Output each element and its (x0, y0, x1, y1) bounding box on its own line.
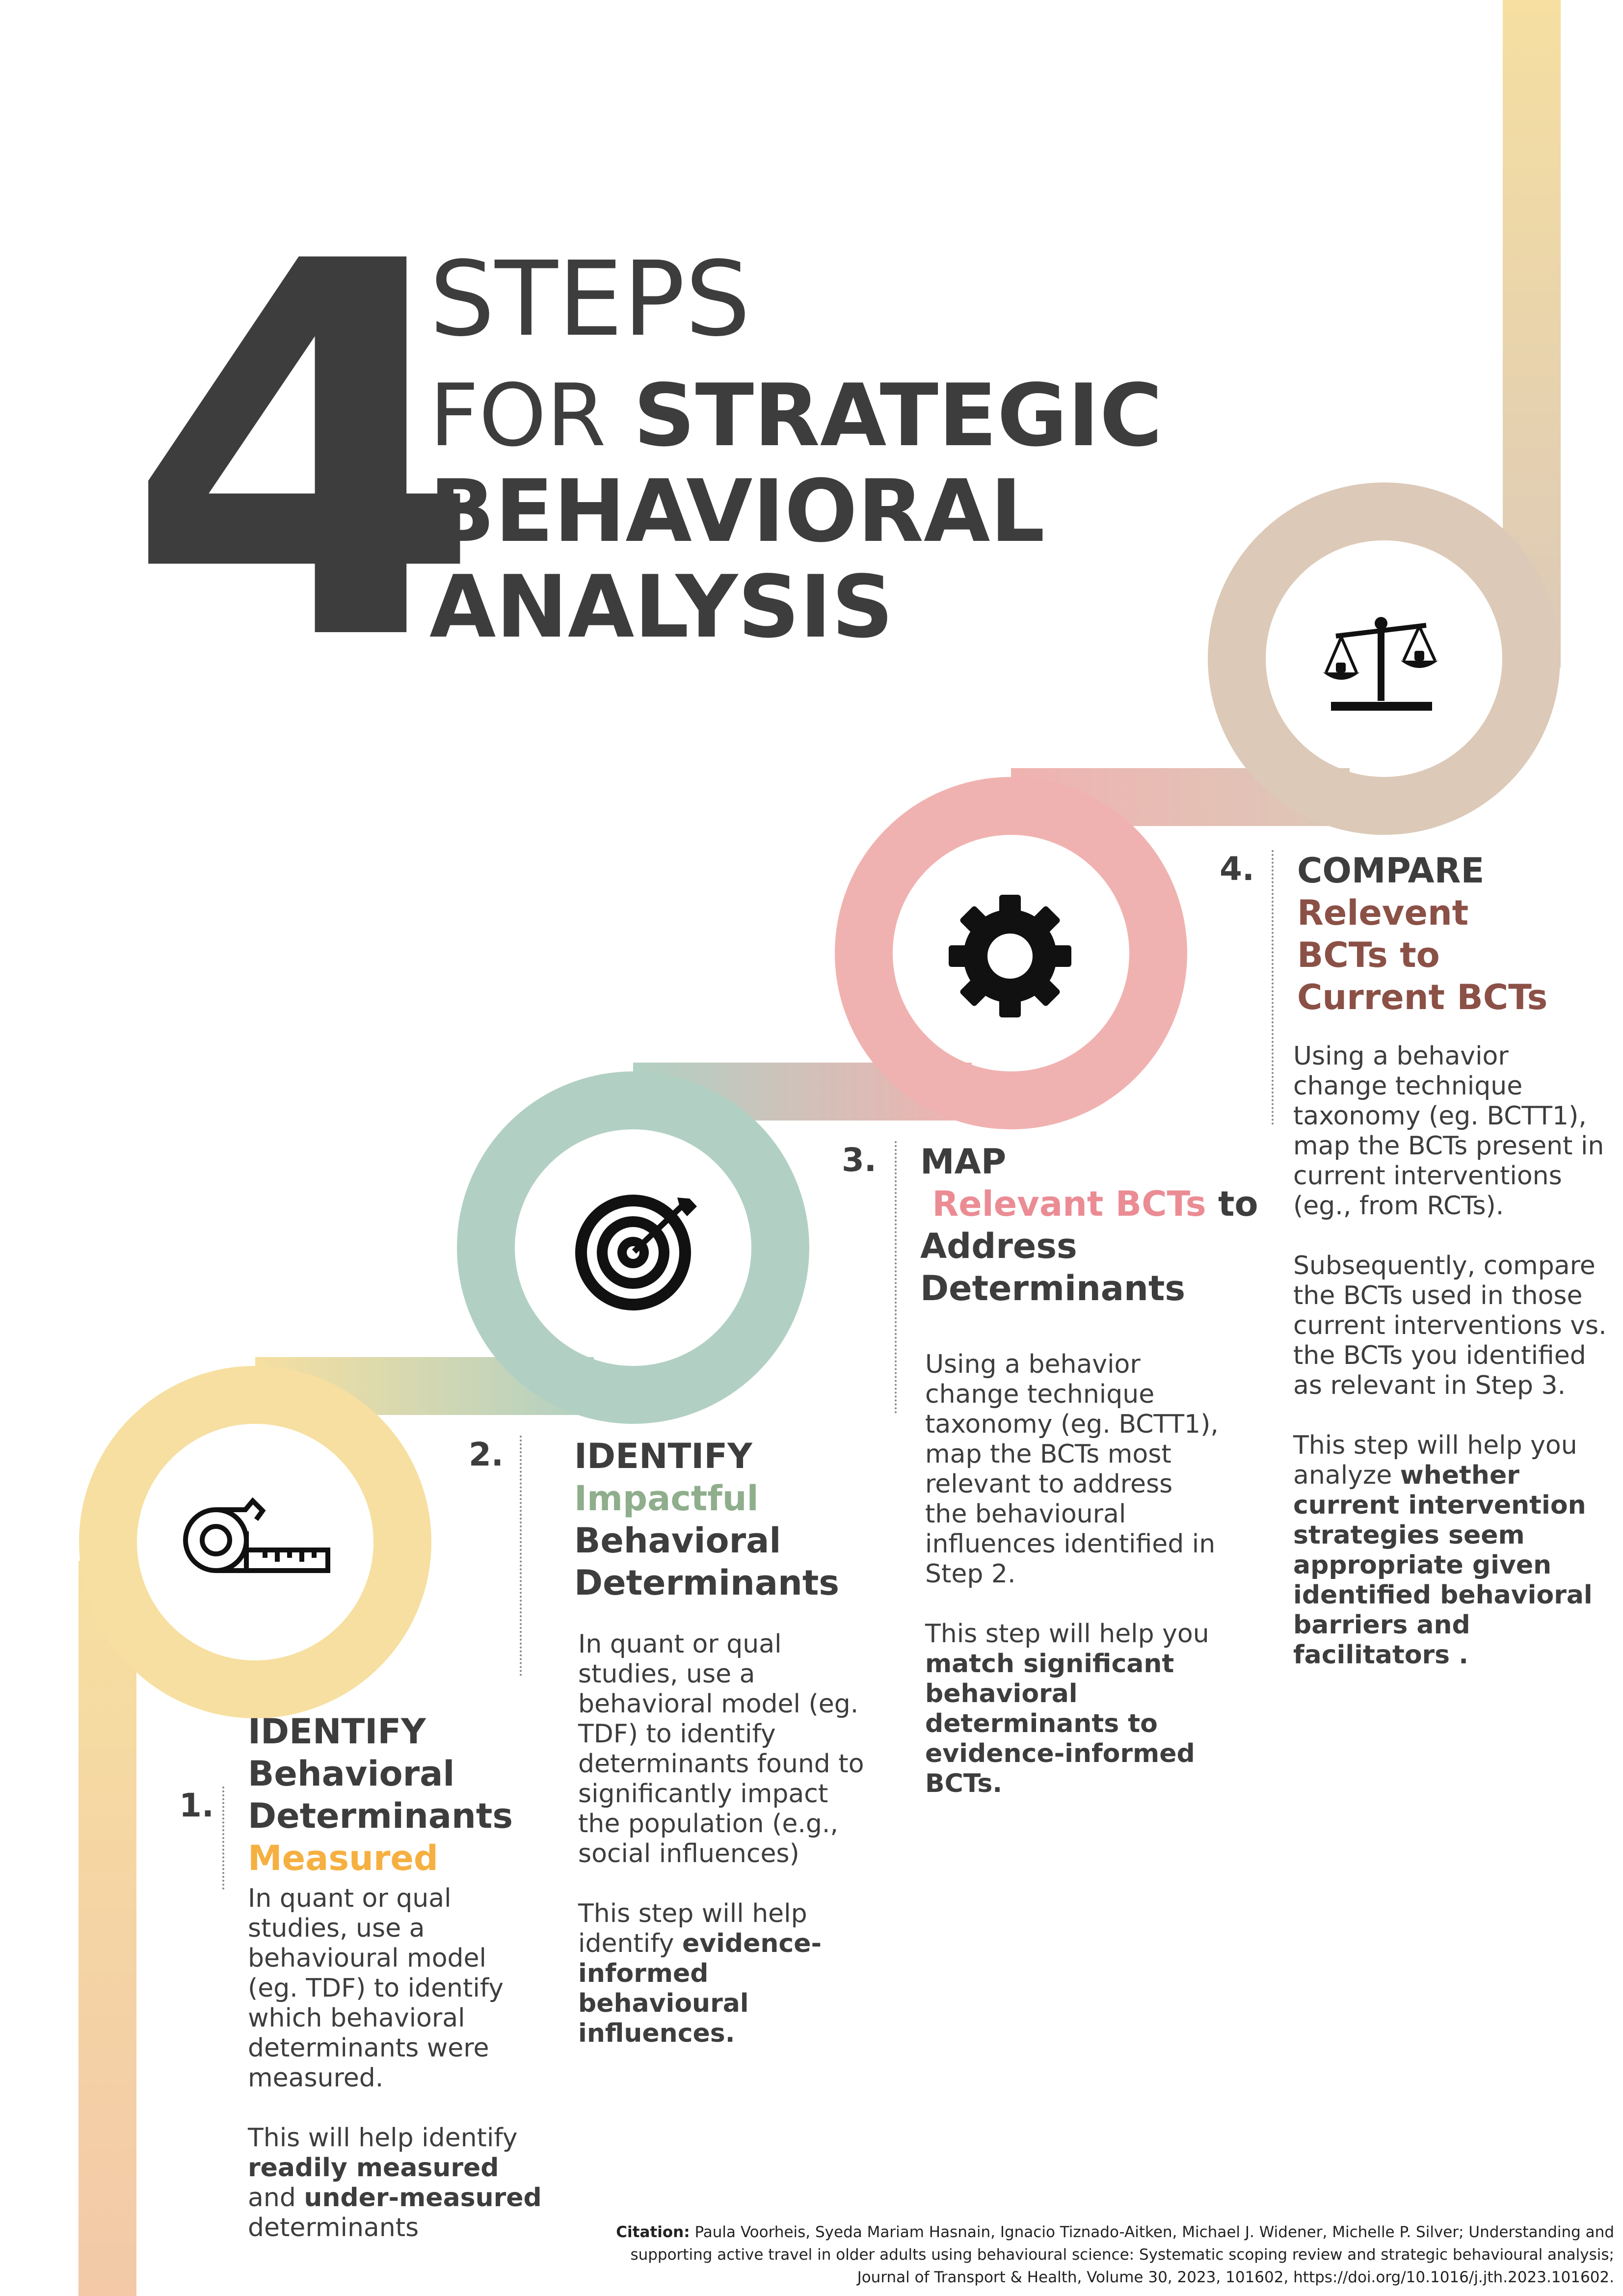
title-strategic: STRATEGIC (633, 366, 1163, 466)
step-4-body-p3-bold: whether current intervention strategies … (1293, 1461, 1593, 1670)
step-ring-4 (1208, 482, 1560, 835)
step-3-body: Using a behavior change technique taxono… (925, 1350, 1220, 1799)
step-3-body-p2-pre: This step will help you (925, 1619, 1209, 1649)
step-1-body-p2-post: determinants (248, 2213, 419, 2243)
step-1-heading-line3: Determinants (248, 1796, 513, 1836)
scales-icon (1323, 617, 1438, 711)
step-ring-1 (79, 1366, 431, 1718)
path-vertical-left (79, 1561, 136, 2296)
step-3-divider (895, 1141, 897, 1414)
step-4-heading-accent-line3: Current BCTs (1297, 977, 1548, 1017)
step-4-body-p2: Subsequently, compare the BCTs used in t… (1293, 1251, 1607, 1400)
title-line-steps: STEPS (429, 239, 751, 359)
step-1-body-p1: In quant or qual studies, use a behaviou… (248, 1884, 504, 2093)
step-3-number: 3. (842, 1141, 877, 1179)
tape-measure-icon (183, 1497, 330, 1573)
step-4-heading-line1: COMPARE (1297, 851, 1485, 891)
step-2-body-p2: This step will help identify evidence-in… (578, 1899, 873, 2049)
step-3-heading-line1: MAP (920, 1142, 1007, 1182)
step-3-body-p2: This step will help you match significan… (925, 1619, 1220, 1799)
step-2-body: In quant or qual studies, use a behavior… (578, 1629, 873, 2049)
step-1-body-p2-mid: and (248, 2183, 304, 2213)
step-ring-2 (457, 1071, 809, 1424)
step-3-body-p2-bold: match significant behavioral determinant… (925, 1649, 1195, 1798)
title-number: 4 (125, 154, 484, 754)
step-1-heading: IDENTIFY Behavioral Determinants Measure… (248, 1710, 513, 1879)
step-4-divider (1272, 850, 1274, 1125)
gear-icon (949, 895, 1071, 1017)
step-3-heading: MAP Relevant BCTs to Address Determinant… (920, 1141, 1258, 1309)
step-1-divider (222, 1787, 224, 1890)
step-2-body-p2-bold: evidence-informed behavioural influences… (578, 1929, 822, 2048)
step-4-heading-accent-line1: Relevent (1297, 893, 1469, 933)
step-2-number: 2. (469, 1436, 504, 1473)
step-4-heading-accent-line2: BCTs to (1297, 935, 1440, 975)
step-1-body-p2-bold1: readily measured (248, 2153, 499, 2183)
citation-text: Paula Voorheis, Syeda Mariam Hasnain, Ig… (630, 2223, 1614, 2286)
step-2-body-p1: In quant or qual studies, use a behavior… (578, 1629, 864, 1869)
step-2-divider (520, 1436, 522, 1676)
title-for: FOR (429, 366, 606, 466)
step-3-heading-line4: Determinants (920, 1268, 1186, 1308)
step-ring-3 (835, 777, 1187, 1129)
title-line-analysis: ANALYSIS (429, 558, 894, 657)
step-4-body-p3-pre: This step will help you analyze (1293, 1431, 1577, 1490)
step-2-heading: IDENTIFY Impactful Behavioral Determinan… (574, 1435, 839, 1604)
step-3-heading-line2: Relevant BCTs to (920, 1183, 1258, 1225)
step-2-heading-line4: Determinants (574, 1563, 840, 1603)
step-4-body-p1: Using a behavior change technique taxono… (1293, 1041, 1604, 1221)
title-line-behavioral: BEHAVIORAL (429, 462, 1045, 561)
step-2-body-p2-pre: This step will help identify (578, 1899, 807, 1958)
step-1-body: In quant or qual studies, use a behaviou… (248, 1884, 542, 2243)
step-4-body-p3: This step will help you analyze whether … (1293, 1431, 1607, 1670)
title-line-for-strategic: FOR STRATEGIC (429, 373, 1163, 459)
step-1-heading-line1: IDENTIFY (248, 1711, 426, 1752)
citation: Citation: Paula Voorheis, Syeda Mariam H… (584, 2221, 1614, 2289)
step-2-heading-line1: IDENTIFY (574, 1436, 752, 1476)
step-2-heading-line3: Behavioral (574, 1521, 781, 1561)
step-3-body-p1: Using a behavior change technique taxono… (925, 1350, 1219, 1589)
step-1-body-p2: This will help identify readily measured… (248, 2123, 542, 2243)
step-1-body-p2-bold2: under-measured (304, 2183, 542, 2213)
step-4-heading: COMPARE Relevent BCTs to Current BCTs (1297, 850, 1547, 1018)
step-2-heading-accent: Impactful (574, 1478, 759, 1519)
target-icon (575, 1195, 697, 1310)
step-1-body-p2-pre: This will help identify (248, 2123, 518, 2153)
step-3-heading-line3: Address (920, 1226, 1077, 1266)
step-3-heading-line2-post: to (1206, 1184, 1258, 1224)
step-1-heading-accent: Measured (248, 1838, 438, 1878)
step-1-number: 1. (179, 1787, 214, 1824)
step-4-number: 4. (1220, 850, 1254, 888)
citation-label: Citation: (616, 2223, 690, 2241)
step-3-heading-accent: Relevant BCTs (932, 1184, 1206, 1224)
step-4-body: Using a behavior change technique taxono… (1293, 1041, 1607, 1670)
step-1-heading-line2: Behavioral (248, 1754, 455, 1794)
